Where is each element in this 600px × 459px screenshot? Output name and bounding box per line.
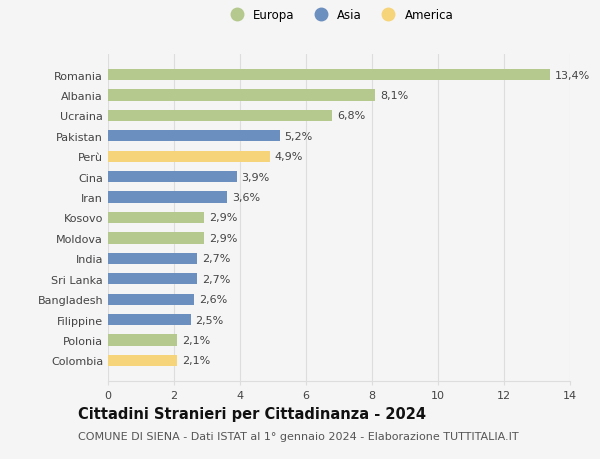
Legend: Europa, Asia, America: Europa, Asia, America bbox=[225, 9, 453, 22]
Bar bbox=[108, 151, 270, 162]
Bar bbox=[108, 70, 550, 81]
Text: 5,2%: 5,2% bbox=[284, 132, 313, 141]
Text: 2,1%: 2,1% bbox=[182, 335, 211, 345]
Bar bbox=[108, 274, 197, 285]
Bar bbox=[108, 172, 236, 183]
Text: COMUNE DI SIENA - Dati ISTAT al 1° gennaio 2024 - Elaborazione TUTTITALIA.IT: COMUNE DI SIENA - Dati ISTAT al 1° genna… bbox=[78, 431, 518, 442]
Bar bbox=[108, 253, 197, 264]
Text: 2,7%: 2,7% bbox=[202, 274, 230, 284]
Text: 2,9%: 2,9% bbox=[209, 233, 237, 243]
Text: Cittadini Stranieri per Cittadinanza - 2024: Cittadini Stranieri per Cittadinanza - 2… bbox=[78, 406, 426, 421]
Bar bbox=[108, 192, 227, 203]
Text: 2,6%: 2,6% bbox=[199, 295, 227, 304]
Bar bbox=[108, 355, 178, 366]
Bar bbox=[108, 111, 332, 122]
Bar bbox=[108, 314, 191, 325]
Text: 3,9%: 3,9% bbox=[242, 172, 270, 182]
Bar bbox=[108, 131, 280, 142]
Bar bbox=[108, 90, 376, 101]
Bar bbox=[108, 233, 204, 244]
Text: 4,9%: 4,9% bbox=[275, 152, 303, 162]
Text: 13,4%: 13,4% bbox=[555, 71, 590, 80]
Bar bbox=[108, 213, 204, 224]
Text: 2,5%: 2,5% bbox=[196, 315, 224, 325]
Text: 2,1%: 2,1% bbox=[182, 356, 211, 365]
Bar bbox=[108, 335, 178, 346]
Text: 2,9%: 2,9% bbox=[209, 213, 237, 223]
Text: 8,1%: 8,1% bbox=[380, 91, 409, 101]
Text: 3,6%: 3,6% bbox=[232, 193, 260, 203]
Bar bbox=[108, 294, 194, 305]
Text: 6,8%: 6,8% bbox=[337, 111, 365, 121]
Text: 2,7%: 2,7% bbox=[202, 254, 230, 264]
